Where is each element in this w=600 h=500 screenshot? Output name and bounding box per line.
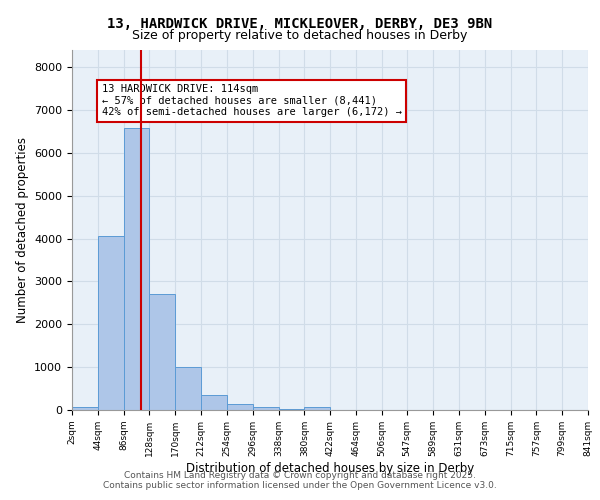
Bar xyxy=(253,407,278,410)
Bar xyxy=(72,407,98,410)
Bar xyxy=(124,128,149,410)
Bar xyxy=(201,396,227,410)
X-axis label: Distribution of detached houses by size in Derby: Distribution of detached houses by size … xyxy=(186,462,474,474)
Bar xyxy=(175,367,201,410)
Bar xyxy=(304,408,331,410)
Bar xyxy=(98,236,124,410)
Text: Size of property relative to detached houses in Derby: Size of property relative to detached ho… xyxy=(133,29,467,42)
Text: 13, HARDWICK DRIVE, MICKLEOVER, DERBY, DE3 9BN: 13, HARDWICK DRIVE, MICKLEOVER, DERBY, D… xyxy=(107,18,493,32)
Bar xyxy=(278,408,304,410)
Bar xyxy=(149,294,175,410)
Text: Contains HM Land Registry data © Crown copyright and database right 2025.
Contai: Contains HM Land Registry data © Crown c… xyxy=(103,470,497,490)
Text: 13 HARDWICK DRIVE: 114sqm
← 57% of detached houses are smaller (8,441)
42% of se: 13 HARDWICK DRIVE: 114sqm ← 57% of detac… xyxy=(101,84,401,117)
Y-axis label: Number of detached properties: Number of detached properties xyxy=(16,137,29,323)
Bar xyxy=(227,404,253,410)
